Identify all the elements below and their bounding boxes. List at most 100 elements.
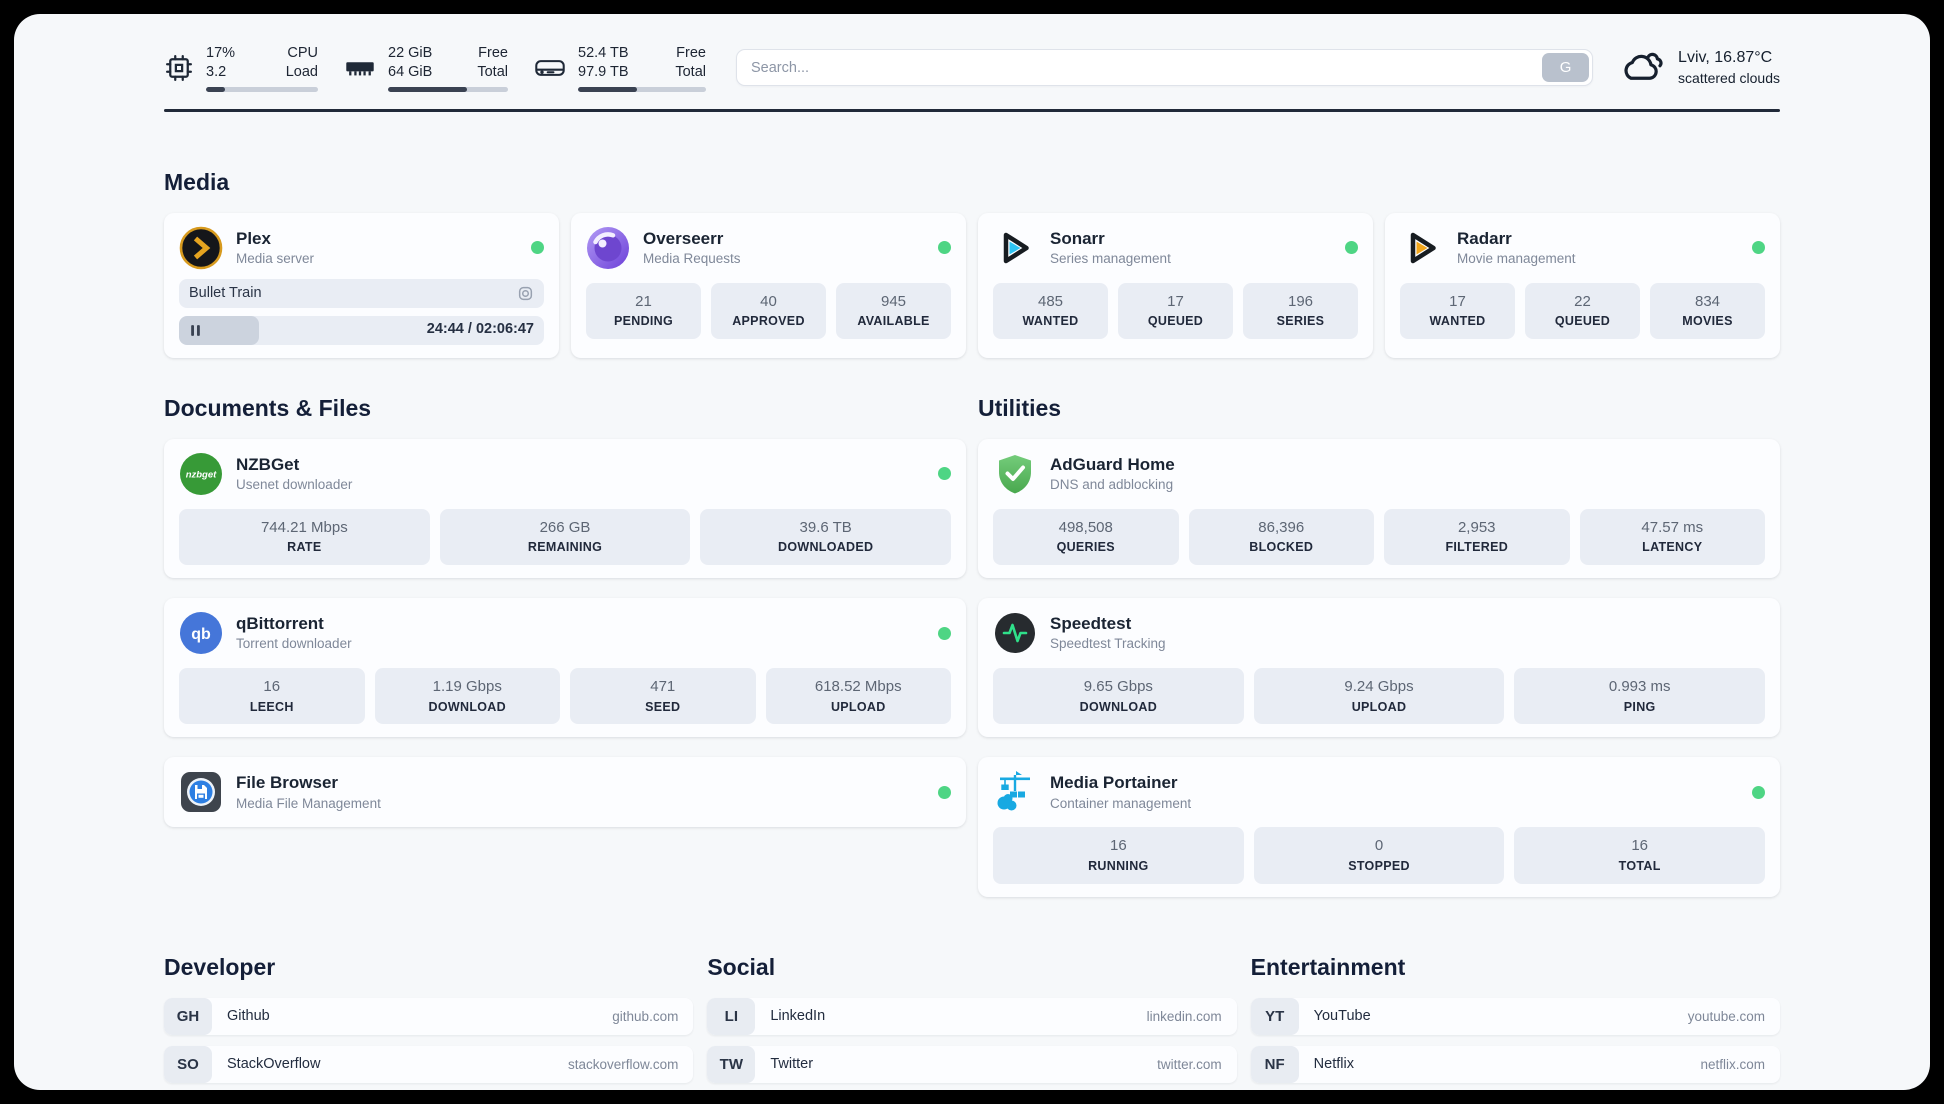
status-online-dot — [531, 241, 544, 255]
weather-location-temp: Lviv, 16.87°C — [1678, 49, 1773, 67]
cloud-icon — [1619, 47, 1665, 88]
stat-downloaded: 39.6 TB DOWNLOADED — [700, 508, 952, 566]
app-card-radarr[interactable]: Radarr Movie management 17 WANTED 22 QUE… — [1385, 212, 1780, 358]
ram-progress-bar — [388, 86, 508, 92]
app-description: Media server — [236, 250, 315, 266]
section-title-entertainment: Entertainment — [1250, 953, 1406, 980]
status-online-dot — [1345, 241, 1358, 255]
app-description: Movie management — [1457, 250, 1576, 266]
disk-label-2: Total — [675, 63, 706, 80]
app-card-adguard[interactable]: AdGuard Home DNS and adblocking 498,508 … — [978, 438, 1780, 579]
stat-queries: 498,508 QUERIES — [993, 508, 1179, 566]
section-title-utilities: Utilities — [978, 394, 1062, 421]
stat-download: 1.19 Gbps DOWNLOAD — [374, 668, 560, 725]
media-grid: Plex Media server Bullet Train 24:44 — [164, 212, 1780, 358]
social-column: Social LI LinkedIn linkedin.com TW Twitt… — [707, 953, 1237, 1090]
stat-upload: 9.24 Gbps UPLOAD — [1253, 668, 1505, 725]
header-divider — [164, 108, 1780, 112]
bookmark-stackoverflow[interactable]: SO StackOverflow stackoverflow.com — [164, 1045, 694, 1083]
bookmark-netflix[interactable]: NF Netflix netflix.com — [1250, 1045, 1780, 1083]
bookmark-url: github.com — [612, 1008, 679, 1024]
bookmark-abbr: GH — [164, 997, 212, 1035]
bookmark-abbr: NF — [1250, 1045, 1299, 1083]
app-name: Speedtest — [1050, 614, 1132, 633]
ram-icon — [344, 54, 376, 82]
bookmark-name: Github — [227, 1008, 270, 1025]
speedtest-icon — [993, 611, 1037, 655]
pause-icon — [189, 324, 202, 342]
nzbget-icon: nzbget — [179, 452, 223, 496]
bookmark-youtube[interactable]: YT YouTube youtube.com — [1250, 997, 1780, 1035]
app-card-qbittorrent[interactable]: qb qBittorrent Torrent downloader 16 LEE… — [164, 598, 966, 738]
search-engine-button[interactable]: G — [1542, 53, 1590, 83]
disk-usage-widget: 52.4 TB 97.9 TB Free Total — [534, 44, 706, 92]
status-online-dot — [938, 626, 951, 640]
search-input[interactable] — [737, 50, 1593, 86]
app-description: DNS and adblocking — [1050, 476, 1174, 492]
ram-usage-widget: 22 GiB 64 GiB Free Total — [344, 44, 508, 92]
stat-download: 9.65 Gbps DOWNLOAD — [993, 668, 1244, 725]
section-title-documents: Documents & Files — [164, 394, 372, 421]
app-description: Usenet downloader — [236, 476, 353, 492]
bookmark-name: YouTube — [1313, 1008, 1371, 1025]
app-card-nzbget[interactable]: nzbget NZBGet Usenet downloader 744.21 M… — [164, 438, 966, 579]
stat-upload: 618.52 Mbps UPLOAD — [765, 668, 951, 725]
cpu-percent: 17% — [206, 45, 236, 61]
weather-condition: scattered clouds — [1678, 70, 1780, 87]
status-online-dot — [938, 467, 951, 481]
cpu-icon — [164, 53, 194, 83]
stat-filtered: 2,953 FILTERED — [1384, 508, 1570, 566]
top-bar: 17% 3.2 CPU Load — [164, 14, 1780, 92]
bookmark-abbr: YT — [1250, 997, 1299, 1035]
app-name: qBittorrent — [236, 614, 324, 633]
app-card-filebrowser[interactable]: File Browser Media File Management — [164, 757, 966, 828]
stat-series: 196 SERIES — [1243, 282, 1358, 340]
stat-pending: 21 PENDING — [586, 282, 701, 340]
app-card-sonarr[interactable]: Sonarr Series management 485 WANTED 17 Q… — [978, 212, 1373, 358]
app-card-speedtest[interactable]: Speedtest Speedtest Tracking 9.65 Gbps D… — [978, 598, 1780, 738]
bookmark-linkedin[interactable]: LI LinkedIn linkedin.com — [707, 997, 1237, 1035]
app-name: Plex — [236, 228, 271, 248]
app-card-portainer[interactable]: Media Portainer Container management 16 … — [978, 757, 1780, 897]
ram-total: 64 GiB — [388, 63, 433, 80]
bookmark-name: LinkedIn — [770, 1008, 826, 1025]
radarr-icon — [1400, 226, 1444, 270]
developer-column: Developer GH Github github.com SO StackO… — [164, 954, 694, 1090]
bookmark-name: StackOverflow — [227, 1056, 321, 1073]
stat-leech: 16 LEECH — [179, 668, 365, 725]
disk-free: 52.4 TB — [578, 45, 629, 61]
stat-stopped: 0 STOPPED — [1253, 827, 1505, 884]
bookmark-github[interactable]: GH Github github.com — [164, 997, 694, 1035]
section-title-social: Social — [707, 953, 776, 980]
app-description: Container management — [1050, 795, 1192, 811]
bookmark-name: Netflix — [1313, 1056, 1354, 1073]
app-card-plex[interactable]: Plex Media server Bullet Train 24:44 — [164, 212, 559, 358]
app-card-overseerr[interactable]: Overseerr Media Requests 21 PENDING 40 A… — [571, 212, 966, 358]
app-description: Torrent downloader — [236, 636, 352, 652]
section-title-media: Media — [164, 168, 230, 195]
cpu-label-2: Load — [285, 63, 318, 80]
cpu-progress-bar — [206, 86, 318, 92]
app-description: Media File Management — [236, 795, 381, 811]
app-name: Sonarr — [1050, 228, 1105, 248]
bookmark-twitter[interactable]: TW Twitter twitter.com — [707, 1045, 1237, 1083]
playback-progress-bar: 24:44 / 02:06:47 — [179, 315, 544, 345]
ram-label-1: Free — [478, 45, 508, 61]
stat-queued: 22 QUEUED — [1525, 282, 1640, 340]
stat-running: 16 RUNNING — [993, 827, 1244, 884]
app-description: Speedtest Tracking — [1050, 636, 1166, 652]
plex-icon — [179, 226, 223, 270]
bookmark-abbr: SO — [164, 1045, 212, 1083]
now-playing-title: Bullet Train — [189, 285, 262, 302]
app-name: Radarr — [1457, 228, 1512, 248]
filebrowser-icon — [179, 770, 223, 814]
cpu-usage-widget: 17% 3.2 CPU Load — [164, 44, 318, 92]
stat-latency: 47.57 ms LATENCY — [1579, 508, 1765, 566]
svg-text:qb: qb — [191, 626, 211, 643]
stat-total: 16 TOTAL — [1514, 827, 1766, 884]
entertainment-column: Entertainment YT YouTube youtube.com NF … — [1250, 953, 1780, 1090]
cpu-load-avg: 3.2 — [206, 63, 227, 80]
bookmark-name: Twitter — [770, 1056, 814, 1073]
bookmark-abbr: LI — [707, 997, 756, 1035]
